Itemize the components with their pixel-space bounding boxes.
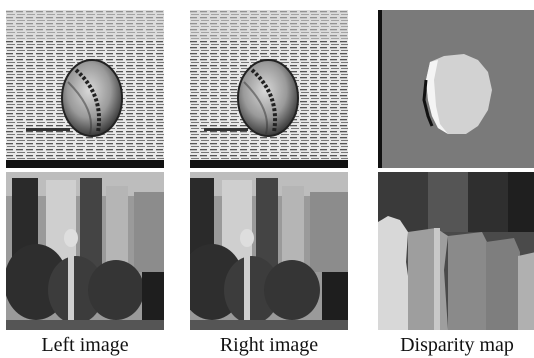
left-image-baseball [6, 10, 164, 168]
right-image-street [190, 172, 348, 330]
caption-left-image: Left image [41, 334, 129, 356]
right-image-baseball [190, 10, 348, 168]
disparity-map-baseball [378, 10, 534, 168]
caption-disparity-map: Disparity map [400, 334, 514, 356]
disparity-map-street [378, 172, 534, 330]
caption-right-image: Right image [219, 334, 319, 356]
left-image-street [6, 172, 164, 330]
